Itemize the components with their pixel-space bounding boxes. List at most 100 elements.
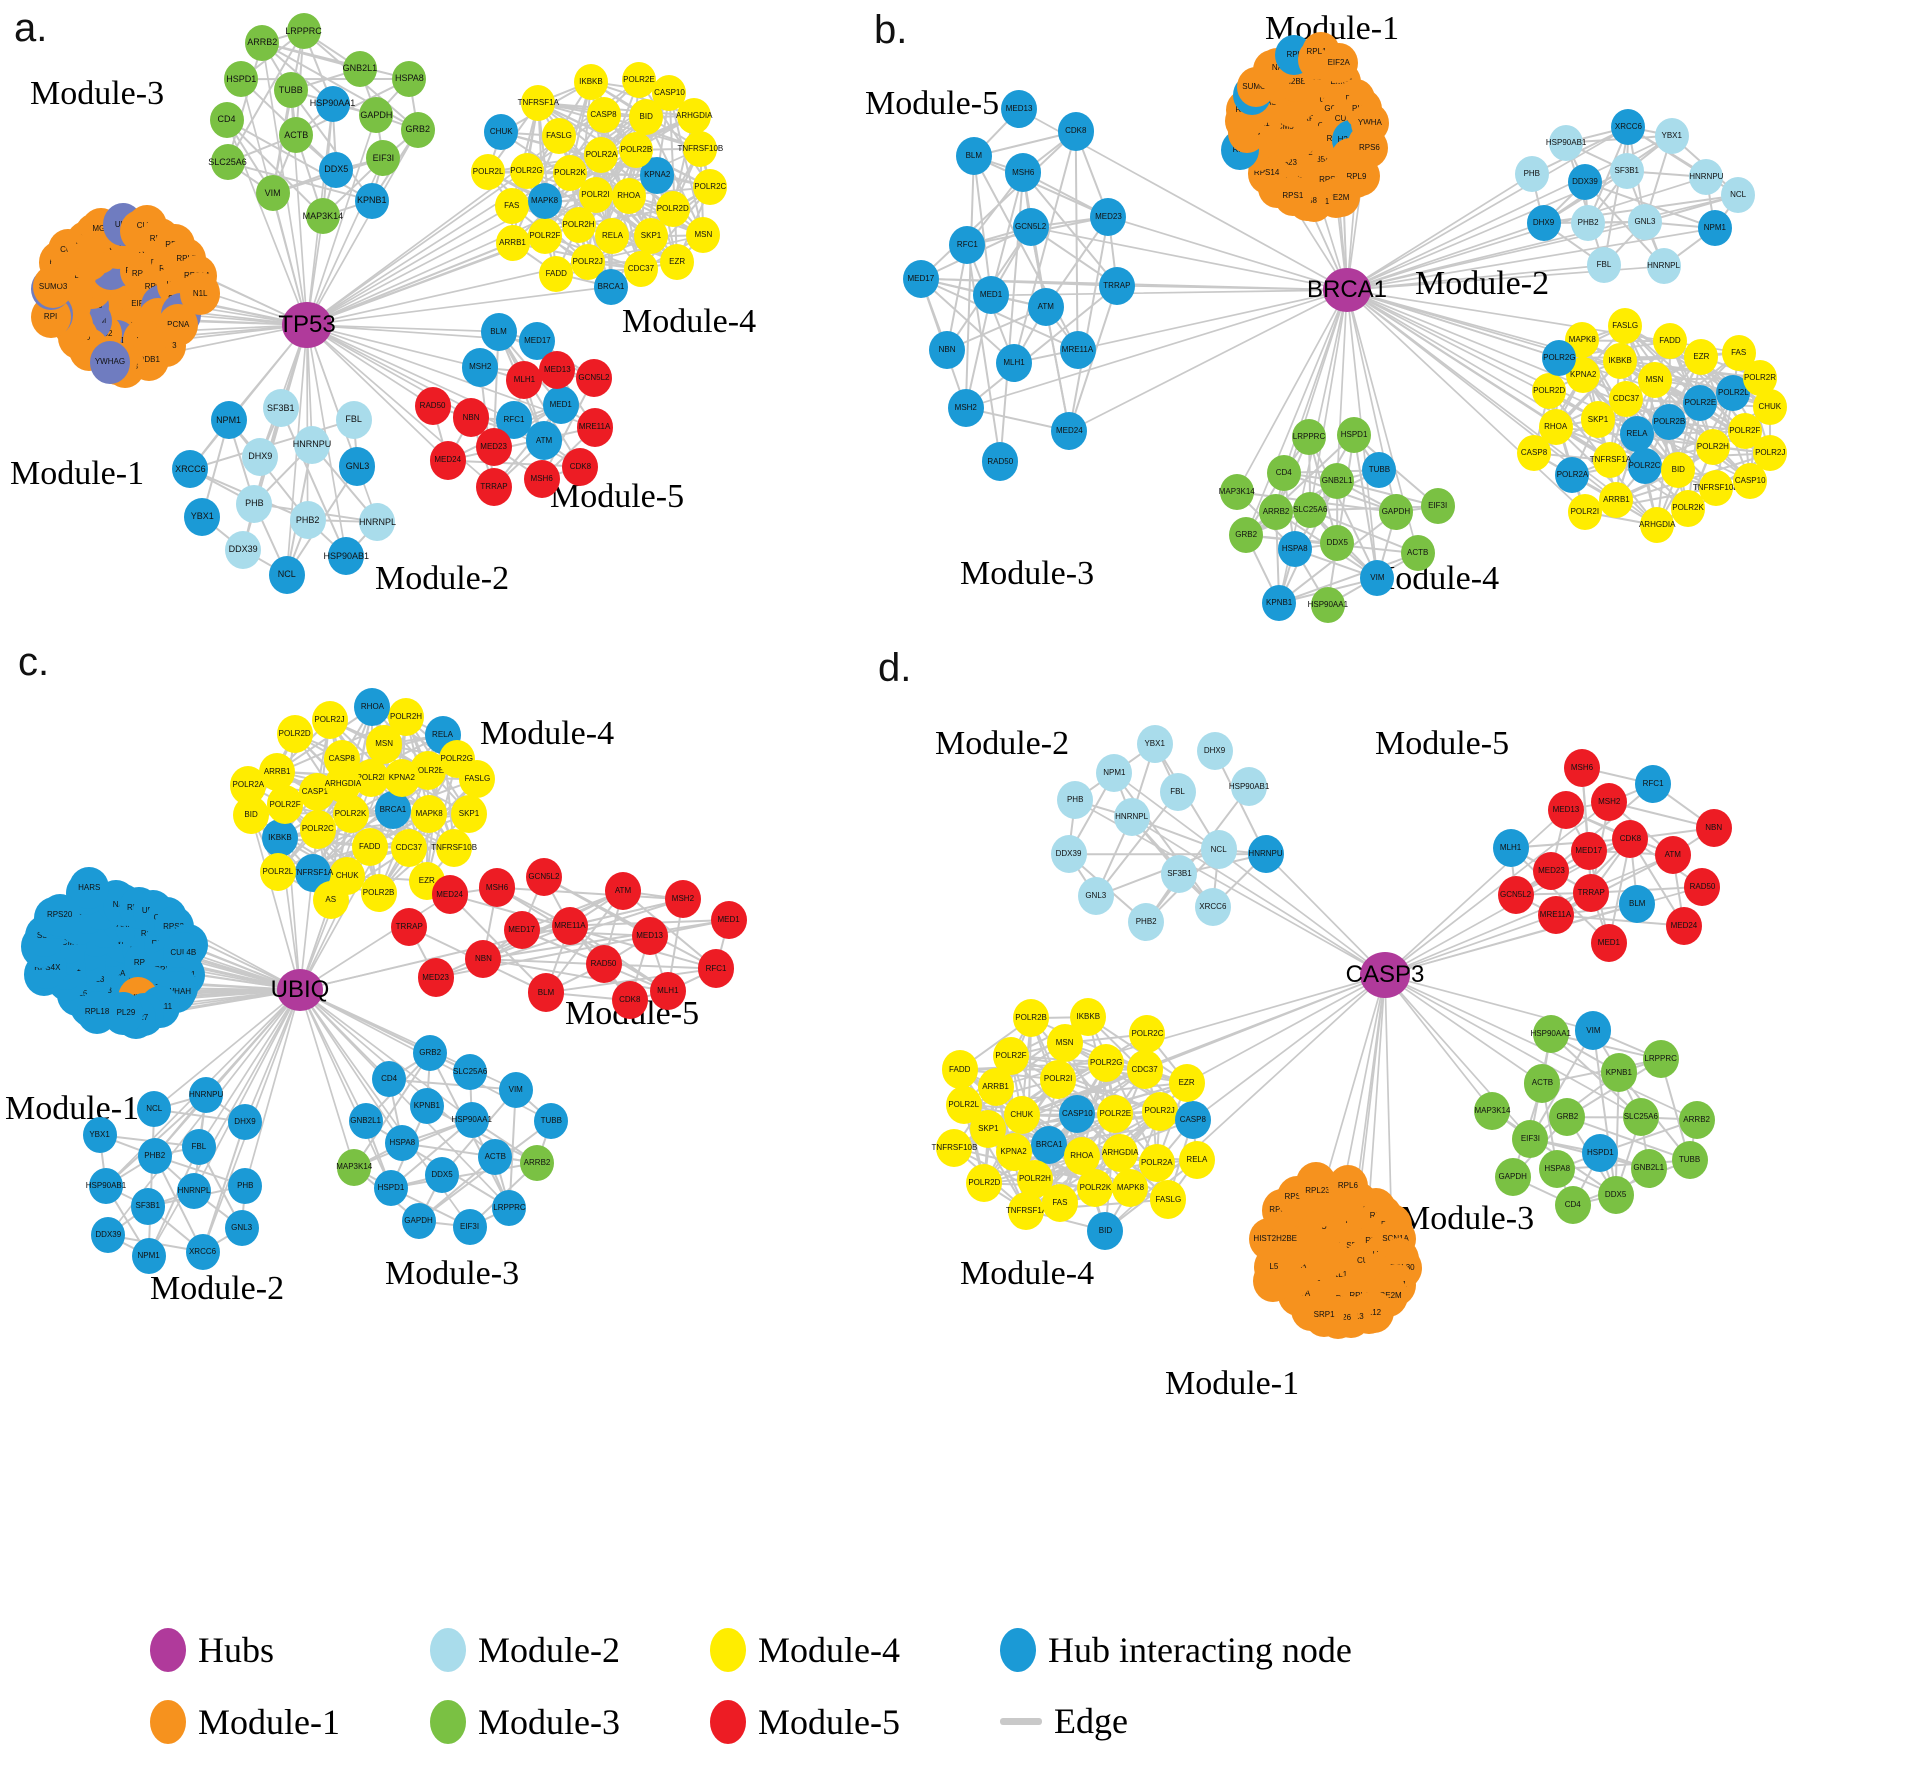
a-m3-ddx5[interactable]: DDX5: [319, 151, 354, 188]
a-m5-gcn5l2[interactable]: GCN5L2: [575, 358, 612, 398]
d-m5-rfc1[interactable]: RFC1: [1635, 765, 1672, 804]
d-m4-polr2g[interactable]: POLR2G: [1088, 1043, 1125, 1082]
d-m2-hsp90ab1[interactable]: HSP90AB1: [1229, 767, 1269, 806]
c-m5-med23[interactable]: MED23: [417, 958, 454, 997]
a-m4-tnfrsf1a[interactable]: TNFRSF1A: [518, 84, 559, 121]
c-m5-med1[interactable]: MED1: [710, 900, 747, 940]
a-m3-map3k14[interactable]: MAP3K14: [303, 198, 343, 235]
d-m4-polr2f[interactable]: POLR2F: [992, 1036, 1029, 1075]
c-m4-polr2g[interactable]: POLR2G: [438, 740, 475, 779]
c-m3-eif3i[interactable]: EIF3I: [452, 1208, 487, 1245]
a-m4-polr2e[interactable]: POLR2E: [621, 61, 656, 99]
a-m5-mre11a[interactable]: MRE11A: [576, 408, 613, 447]
a-m4-faslg[interactable]: FASLG: [541, 117, 576, 154]
b-m5-mre11a[interactable]: MRE11A: [1059, 330, 1096, 369]
a-m2-gnl3[interactable]: GNL3: [339, 447, 376, 486]
a-m2-ddx39[interactable]: DDX39: [225, 530, 262, 569]
a-m5-blm[interactable]: BLM: [480, 312, 517, 351]
d-m2-dhx9[interactable]: DHX9: [1196, 732, 1233, 771]
b-m4-polr2e[interactable]: POLR2E: [1683, 384, 1718, 421]
d-m1-rpl6[interactable]: RPL6: [1327, 1165, 1368, 1208]
b-m5-blm[interactable]: BLM: [955, 137, 992, 176]
d-m4-polr2j[interactable]: POLR2J: [1141, 1092, 1178, 1131]
d-m2-hnrnpu[interactable]: HNRNPU: [1247, 835, 1284, 874]
d-m5-msh6[interactable]: MSH6: [1564, 748, 1600, 787]
a-m5-cdk8[interactable]: CDK8: [562, 447, 599, 486]
a-m4-tnfrsf10b[interactable]: TNFRSF10B: [677, 130, 723, 167]
a-m4-casp8[interactable]: CASP8: [586, 96, 621, 134]
a-m3-slc25a6[interactable]: SLC25A6: [208, 144, 247, 181]
b-m5-trrap[interactable]: TRRAP: [1098, 266, 1135, 305]
d-m3-tubb[interactable]: TUBB: [1671, 1141, 1708, 1180]
c-m3-hsp90aa1[interactable]: HSP90AA1: [451, 1101, 492, 1138]
d-m3-gnb2l1[interactable]: GNB2L1: [1630, 1149, 1667, 1188]
c-m5-med17[interactable]: MED17: [503, 910, 540, 950]
a-m4-polr2i[interactable]: POLR2I: [578, 177, 613, 214]
c-m3-kpnb1[interactable]: KPNB1: [409, 1088, 444, 1125]
a-m2-sf3b1[interactable]: SF3B1: [262, 389, 299, 428]
a-m5-atm[interactable]: ATM: [526, 421, 563, 460]
d-m4-polr2b[interactable]: POLR2B: [1013, 999, 1050, 1038]
d-m2-ncl[interactable]: NCL: [1200, 830, 1237, 869]
c-m5-nbn[interactable]: NBN: [465, 940, 502, 979]
c-m2-npm1[interactable]: NPM1: [131, 1237, 166, 1274]
c-m2-phb2[interactable]: PHB2: [137, 1137, 172, 1174]
d-m3-actb[interactable]: ACTB: [1524, 1064, 1561, 1103]
c-m5-blm[interactable]: BLM: [527, 973, 564, 1012]
c-m5-rfc1[interactable]: RFC1: [698, 949, 735, 988]
c-m5-med24[interactable]: MED24: [431, 875, 468, 914]
a-m3-hsp90aa1[interactable]: HSP90AA1: [310, 85, 355, 122]
d-m5-gcn5l2[interactable]: GCN5L2: [1497, 875, 1534, 914]
b-m4-polr2c[interactable]: POLR2C: [1627, 448, 1662, 485]
b-m3-arrb2[interactable]: ARRB2: [1259, 493, 1294, 530]
a-m4-mapk8[interactable]: MAPK8: [527, 183, 562, 220]
b-m4-polr2r[interactable]: POLR2R: [1742, 359, 1777, 396]
d-m3-eif3i[interactable]: EIF3I: [1512, 1119, 1549, 1158]
c-m2-sf3b1[interactable]: SF3B1: [130, 1188, 165, 1225]
hub-node-tp53[interactable]: TP53: [278, 302, 336, 348]
a-m3-vim[interactable]: VIM: [255, 175, 290, 212]
d-m5-med13[interactable]: MED13: [1547, 790, 1584, 830]
a-m5-rad50[interactable]: RAD50: [414, 386, 451, 426]
a-m2-ncl[interactable]: NCL: [268, 555, 305, 594]
d-m5-cdk8[interactable]: CDK8: [1612, 819, 1649, 858]
d-m2-phb2[interactable]: PHB2: [1128, 903, 1165, 942]
b-m3-hspd1[interactable]: HSPD1: [1337, 416, 1372, 453]
d-m3-hsp90aa1[interactable]: HSP90AA1: [1531, 1014, 1571, 1053]
d-m4-fadd[interactable]: FADD: [941, 1050, 978, 1089]
b-m3-gnb2l1[interactable]: GNB2L1: [1320, 462, 1355, 499]
b-m4-polr2i[interactable]: POLR2I: [1567, 494, 1602, 531]
d-m4-brca1[interactable]: BRCA1: [1031, 1125, 1068, 1165]
b-m2-gnl3[interactable]: GNL3: [1627, 203, 1662, 240]
c-m5-atm[interactable]: ATM: [604, 871, 641, 911]
c-m2-hsp90ab1[interactable]: HSP90AB1: [86, 1167, 126, 1204]
b-m2-fbl[interactable]: FBL: [1586, 247, 1621, 284]
b-m3-kpnb1[interactable]: KPNB1: [1262, 584, 1297, 621]
d-m2-fbl[interactable]: FBL: [1159, 772, 1196, 812]
c-m3-vim[interactable]: VIM: [498, 1071, 533, 1108]
a-m3-grb2[interactable]: GRB2: [400, 111, 435, 148]
d-m5-med1[interactable]: MED1: [1590, 923, 1627, 962]
c-m2-phb[interactable]: PHB: [228, 1167, 263, 1204]
b-m1-eif2a[interactable]: EIF2A: [1319, 42, 1358, 84]
a-m3-kpnb1[interactable]: KPNB1: [354, 182, 389, 219]
hub-node-casp3[interactable]: CASP3: [1346, 952, 1424, 998]
a-m3-arrb2[interactable]: ARRB2: [245, 24, 280, 61]
a-m4-polr2d[interactable]: POLR2D: [655, 190, 690, 227]
a-m2-npm1[interactable]: NPM1: [210, 401, 247, 440]
a-m4-fadd[interactable]: FADD: [539, 255, 574, 292]
c-m4-polr2b[interactable]: POLR2B: [360, 874, 397, 913]
b-m2-dhx9[interactable]: DHX9: [1526, 204, 1561, 241]
d-m2-gnl3[interactable]: GNL3: [1077, 877, 1114, 916]
a-m3-tubb[interactable]: TUBB: [273, 72, 308, 109]
b-m5-msh2[interactable]: MSH2: [947, 388, 984, 428]
b-m2-hsp90ab1[interactable]: HSP90AB1: [1546, 124, 1586, 161]
d-m2-ddx39[interactable]: DDX39: [1050, 835, 1087, 874]
a-m2-fbl[interactable]: FBL: [335, 400, 372, 439]
c-m3-gnb2l1[interactable]: GNB2L1: [348, 1103, 383, 1140]
a-m2-phb2[interactable]: PHB2: [289, 500, 326, 540]
d-m4-faslg[interactable]: FASLG: [1150, 1180, 1187, 1219]
a-m3-gnb2l1[interactable]: GNB2L1: [343, 50, 377, 87]
c-m4-tnfrsf10b[interactable]: TNFRSF10B: [431, 828, 477, 868]
b-m3-actb[interactable]: ACTB: [1400, 535, 1435, 572]
